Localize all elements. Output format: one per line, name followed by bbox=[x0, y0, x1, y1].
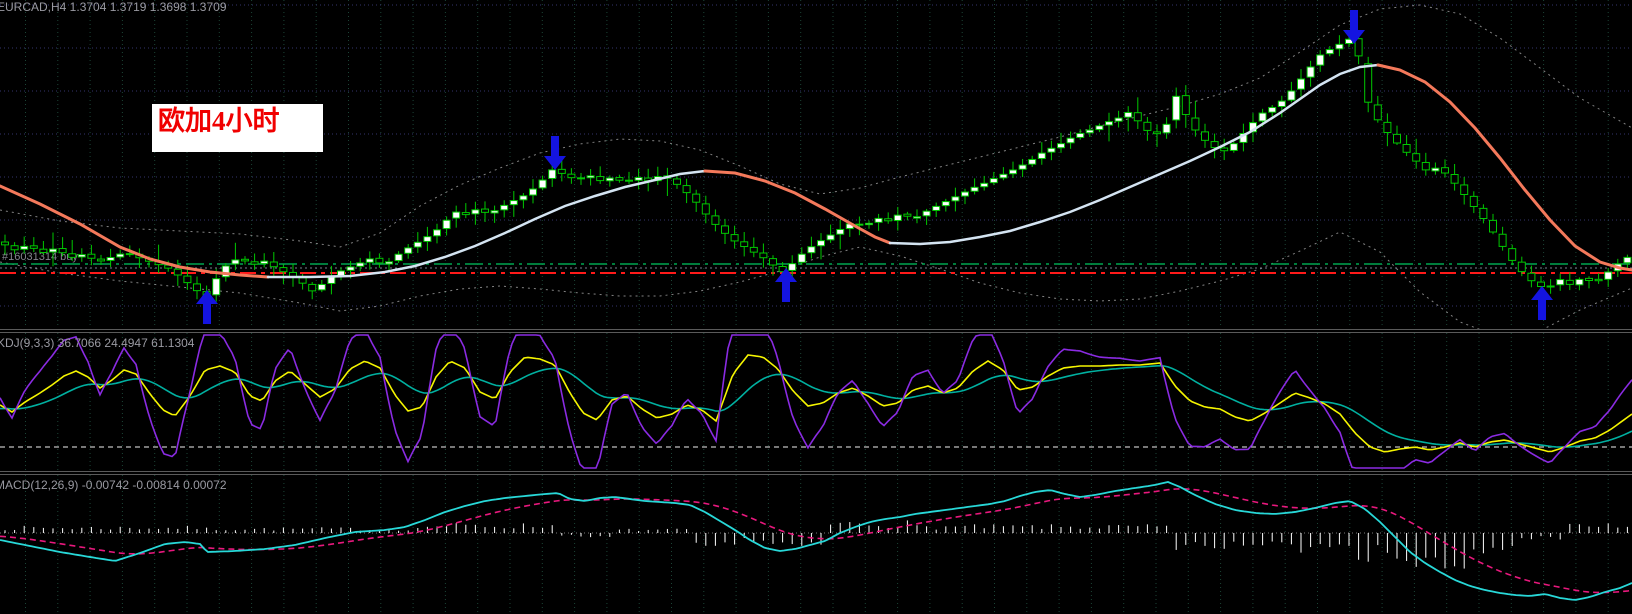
macd-panel bbox=[0, 481, 1632, 601]
kdj-indicator-label: KDJ(9,3,3) 36.7066 24.4947 61.1304 bbox=[0, 336, 195, 350]
text-annotation-box[interactable]: 欧加4小时 bbox=[152, 104, 323, 152]
trend-ma-segment-up-3 bbox=[888, 63, 1380, 246]
buy-up-arrow[interactable] bbox=[775, 268, 797, 302]
candlesticks bbox=[1, 33, 1632, 306]
trend-ma-segment-up-1 bbox=[266, 169, 707, 279]
trend-ma-segment-down-0 bbox=[0, 184, 270, 279]
symbol-ohlc-title: EURCAD,H4 1.3704 1.3719 1.3698 1.3709 bbox=[0, 0, 227, 14]
macd-signal-line-dashed bbox=[0, 488, 1632, 594]
bollinger-upper-band bbox=[0, 4, 1632, 248]
sell-down-arrow[interactable] bbox=[1343, 10, 1365, 44]
macd-indicator-label: MACD(12,26,9) -0.00742 -0.00814 0.00072 bbox=[0, 478, 227, 492]
sell-down-arrow[interactable] bbox=[544, 136, 566, 170]
trend-ma-segment-down-2 bbox=[703, 169, 892, 245]
trend-ma-segment-down-4 bbox=[1376, 63, 1632, 272]
kdj-j-line-purple bbox=[0, 334, 1632, 469]
annotation-label: 欧加4小时 bbox=[158, 106, 280, 136]
bollinger-lower-band bbox=[0, 231, 1632, 329]
kdj-panel bbox=[0, 334, 1632, 469]
price-panel: #16031314 buy bbox=[0, 4, 1632, 329]
macd-histogram bbox=[4, 520, 1628, 569]
kdj-d-line-teal bbox=[0, 364, 1632, 448]
signal-arrows[interactable] bbox=[196, 10, 1553, 324]
order-label[interactable]: #16031314 buy bbox=[2, 251, 78, 263]
buy-up-arrow[interactable] bbox=[1531, 286, 1553, 320]
macd-main-line-cyan bbox=[0, 481, 1632, 601]
buy-up-arrow[interactable] bbox=[196, 290, 218, 324]
